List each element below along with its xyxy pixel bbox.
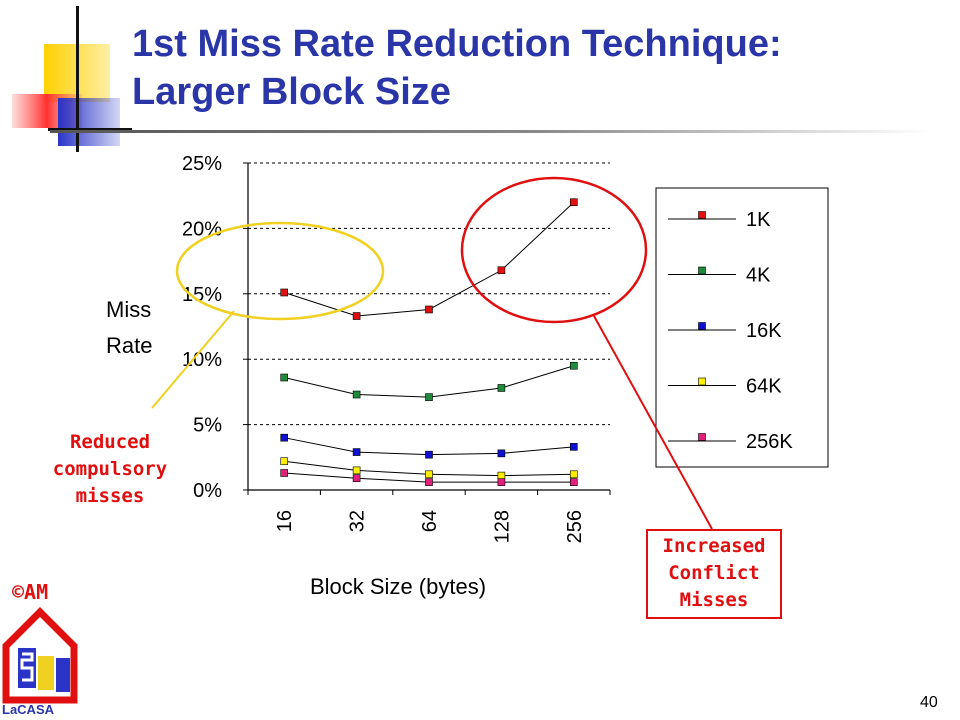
data-point-16k bbox=[425, 450, 433, 459]
data-point-256k bbox=[569, 478, 578, 486]
conflict-highlight-ellipse bbox=[460, 176, 648, 324]
annotation-reduced-compulsory-misses: Reduced compulsory misses bbox=[20, 429, 200, 510]
data-point-16k bbox=[497, 449, 506, 458]
y-axis-label-line: Miss bbox=[106, 297, 151, 322]
logo-text: LaCASA bbox=[2, 702, 55, 717]
x-tick-label: 16 bbox=[274, 510, 296, 532]
data-point-1k bbox=[497, 266, 506, 275]
legend-label-16k: 16K bbox=[746, 320, 782, 342]
data-point-256k bbox=[280, 469, 289, 477]
y-tick-label: 20% bbox=[182, 218, 222, 240]
copyright-mark: ©AM bbox=[12, 580, 49, 604]
legend-label-4k: 4K bbox=[746, 265, 771, 287]
lacasa-logo bbox=[2, 607, 78, 704]
annotation-line: misses bbox=[75, 485, 145, 507]
page-number: 40 bbox=[920, 694, 938, 711]
data-point-16k bbox=[280, 433, 289, 442]
conflict-pointer-line bbox=[593, 315, 713, 530]
annotation-line: compulsory bbox=[52, 458, 168, 480]
legend-marker-1k bbox=[698, 211, 706, 219]
legend-label-256k: 256K bbox=[746, 431, 793, 453]
legend-marker-4k bbox=[698, 266, 706, 275]
legend-marker-64k bbox=[698, 377, 706, 386]
data-point-4k bbox=[352, 390, 361, 399]
compulsory-highlight-ellipse bbox=[175, 221, 385, 321]
y-axis-label-line: Rate bbox=[106, 333, 152, 358]
data-point-64k bbox=[425, 470, 433, 479]
legend-box bbox=[655, 187, 829, 468]
data-point-64k bbox=[280, 457, 289, 466]
data-point-1k bbox=[352, 312, 361, 320]
data-point-4k bbox=[280, 373, 289, 382]
y-tick-label: 25% bbox=[182, 153, 222, 175]
x-axis-label: Block Size (bytes) bbox=[310, 574, 486, 599]
legend-label-1k: 1K bbox=[746, 209, 771, 231]
decorative-corner-graphic bbox=[12, 6, 132, 152]
series-line-4k bbox=[284, 365, 574, 398]
data-point-256k bbox=[425, 478, 433, 486]
data-point-1k bbox=[280, 288, 289, 297]
x-tick-label: 128 bbox=[491, 510, 513, 543]
title-underline bbox=[50, 130, 930, 133]
annotation-increased-conflict-misses: Increased Conflict Misses bbox=[646, 529, 782, 619]
data-point-64k bbox=[352, 466, 361, 475]
data-point-256k bbox=[497, 478, 506, 486]
x-tick-label: 32 bbox=[347, 510, 369, 532]
slide-title-line-1: 1st Miss Rate Reduction Technique: bbox=[132, 23, 782, 65]
legend-label-64k: 64K bbox=[746, 376, 782, 398]
data-point-4k bbox=[497, 384, 506, 392]
data-point-16k bbox=[352, 448, 361, 456]
legend-marker-256k bbox=[698, 433, 706, 441]
legend-marker-16k bbox=[698, 322, 706, 330]
slide-title-line-2: Larger Block Size bbox=[132, 71, 451, 113]
y-tick-label: 5% bbox=[193, 415, 222, 437]
y-tick-label: 15% bbox=[182, 284, 222, 306]
annotation-line: Increased bbox=[662, 535, 766, 557]
y-tick-label: 0% bbox=[193, 480, 222, 502]
data-point-16k bbox=[569, 443, 578, 451]
compulsory-pointer-line bbox=[151, 310, 235, 409]
data-point-64k bbox=[569, 470, 578, 479]
annotation-line: Misses bbox=[679, 589, 749, 611]
data-point-1k bbox=[425, 305, 433, 314]
data-point-64k bbox=[497, 471, 506, 480]
data-point-1k bbox=[569, 198, 578, 207]
annotation-line: Reduced bbox=[69, 431, 151, 453]
slide-title: 1st Miss Rate Reduction Technique: Large… bbox=[132, 20, 932, 116]
data-point-256k bbox=[352, 474, 361, 483]
y-tick-label: 10% bbox=[182, 349, 222, 371]
x-tick-label: 64 bbox=[419, 510, 441, 532]
annotation-line: Conflict bbox=[668, 562, 760, 584]
series-line-1k bbox=[284, 201, 575, 317]
data-point-4k bbox=[425, 393, 433, 401]
data-point-4k bbox=[569, 361, 578, 370]
x-tick-label: 256 bbox=[564, 510, 586, 543]
